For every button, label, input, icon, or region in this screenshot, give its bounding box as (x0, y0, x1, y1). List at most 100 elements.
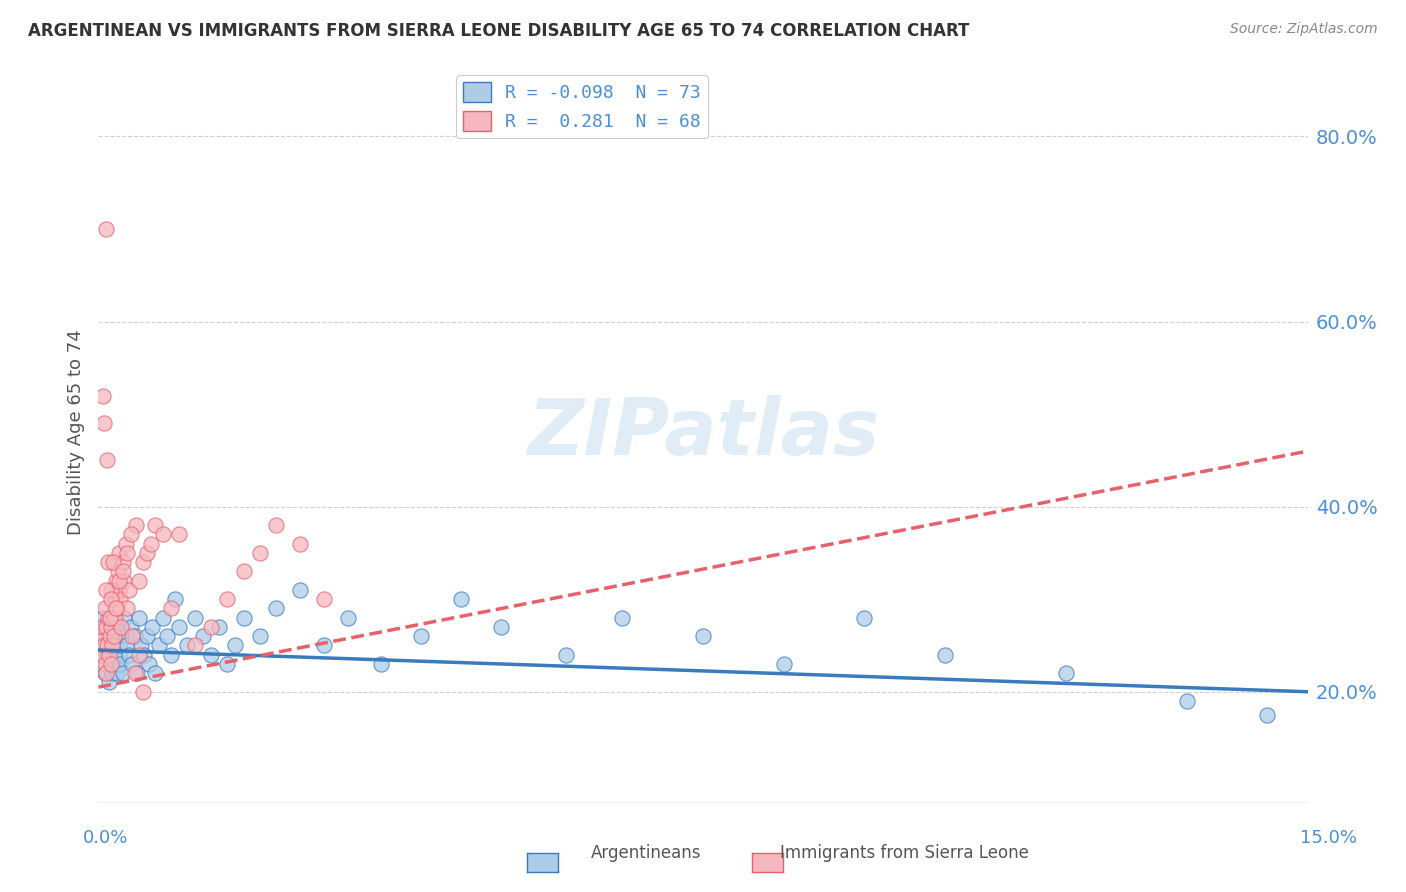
Point (107, 565, 129, 579)
Point (101, 610, 124, 624)
Point (108, 592, 131, 607)
Point (100, 592, 122, 607)
Point (249, 629, 271, 643)
Point (101, 639, 124, 653)
Point (1256, 707, 1278, 722)
Point (108, 657, 131, 671)
Point (176, 639, 198, 653)
Point (94, 601, 117, 615)
Point (124, 666, 146, 681)
Point (114, 536, 136, 550)
Text: ARGENTINEAN VS IMMIGRANTS FROM SIERRA LEONE DISABILITY AGE 65 TO 74 CORRELATION : ARGENTINEAN VS IMMIGRANTS FROM SIERRA LE… (28, 22, 970, 40)
Text: 15.0%: 15.0% (1301, 829, 1357, 847)
Point (163, 592, 186, 607)
Text: ZIPatlas: ZIPatlas (527, 394, 879, 471)
Point (94, 620, 117, 634)
Point (124, 629, 146, 643)
Point (90, 620, 112, 634)
Text: 0.0%: 0.0% (83, 829, 128, 847)
Point (107, 574, 129, 588)
Point (111, 555, 134, 569)
Point (96, 453, 118, 467)
Point (98, 629, 121, 643)
Point (104, 657, 127, 671)
Point (232, 610, 254, 624)
Point (94, 222, 117, 236)
Point (127, 666, 149, 681)
Point (108, 639, 131, 653)
Point (96, 582, 118, 597)
Point (103, 592, 125, 607)
Point (132, 555, 155, 569)
Point (117, 639, 139, 653)
Point (152, 527, 174, 541)
Point (217, 657, 239, 671)
Point (160, 601, 183, 615)
Point (121, 657, 143, 671)
Point (132, 685, 155, 699)
Point (264, 601, 287, 615)
Point (94, 657, 117, 671)
Point (450, 592, 472, 607)
Point (167, 527, 190, 541)
Point (124, 518, 146, 533)
Point (132, 648, 155, 662)
Point (491, 620, 513, 634)
Point (91, 648, 114, 662)
Point (143, 518, 166, 533)
Point (97, 555, 120, 569)
Point (105, 601, 128, 615)
Point (314, 592, 336, 607)
Point (91, 620, 114, 634)
Point (128, 610, 150, 624)
Text: Immigrants from Sierra Leone: Immigrants from Sierra Leone (780, 844, 1029, 862)
Point (143, 666, 166, 681)
Point (107, 582, 129, 597)
Point (103, 639, 125, 653)
Point (93, 639, 115, 653)
Point (94, 666, 117, 681)
Point (90, 629, 112, 643)
Point (105, 601, 128, 615)
Point (91, 610, 114, 624)
Point (100, 657, 122, 671)
Point (120, 620, 142, 634)
Point (141, 620, 163, 634)
Point (118, 582, 141, 597)
Point (100, 657, 122, 671)
Point (115, 546, 138, 560)
Point (112, 574, 135, 588)
Point (97, 648, 120, 662)
Point (107, 629, 129, 643)
Point (104, 610, 127, 624)
Point (193, 629, 215, 643)
Point (692, 629, 714, 643)
Point (97, 610, 120, 624)
Point (337, 610, 360, 624)
Point (111, 666, 134, 681)
Point (107, 648, 129, 662)
Point (96, 639, 118, 653)
Point (101, 555, 124, 569)
Point (96, 666, 118, 681)
Point (184, 610, 207, 624)
Point (409, 629, 432, 643)
Point (100, 582, 122, 597)
Point (288, 536, 311, 550)
Point (167, 620, 190, 634)
Point (103, 648, 125, 662)
Text: Source: ZipAtlas.com: Source: ZipAtlas.com (1230, 22, 1378, 37)
Point (101, 666, 124, 681)
Point (184, 639, 207, 653)
Point (117, 601, 139, 615)
Point (93, 639, 115, 653)
Point (1054, 666, 1077, 681)
Point (110, 620, 132, 634)
Point (139, 536, 162, 550)
Point (138, 657, 160, 671)
Point (264, 518, 287, 533)
Point (112, 610, 135, 624)
Point (370, 657, 392, 671)
Point (103, 629, 125, 643)
Point (148, 639, 170, 653)
